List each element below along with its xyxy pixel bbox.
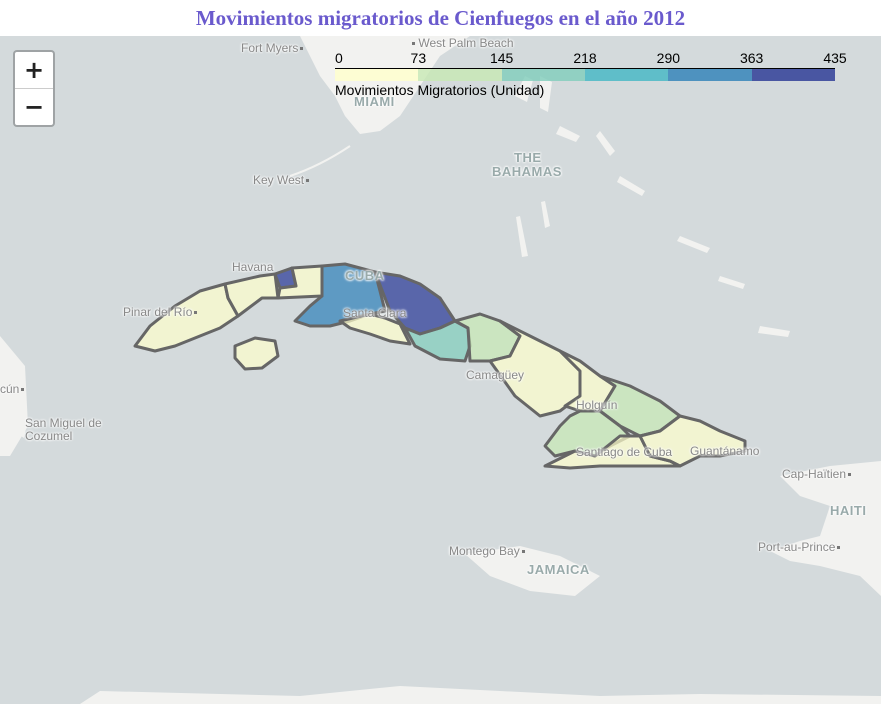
- legend-tick: 363: [739, 50, 764, 66]
- color-legend: 0 73 145 218 290 363 435 Movimientos Mig…: [335, 50, 847, 100]
- place-havana: Havana: [232, 260, 274, 274]
- place-miami: MIAMI: [354, 94, 395, 109]
- legend-tick: 0: [335, 50, 343, 66]
- place-santa-clara: Santa Clara: [343, 306, 407, 320]
- cuba-provinces: [133, 262, 747, 470]
- legend-tick: 73: [410, 50, 427, 66]
- land-yucatan: [0, 336, 28, 456]
- place-west-palm-beach: West Palm Beach: [410, 36, 514, 50]
- land-florida-keys: [289, 145, 351, 177]
- legend-tick: 145: [489, 50, 514, 66]
- place-jamaica: JAMAICA: [527, 562, 590, 577]
- place-san-miguel-line1: San Miguel de: [25, 416, 102, 430]
- land-hispaniola: [770, 461, 881, 596]
- province-camag-ey[interactable]: [488, 319, 582, 418]
- place-pinar-del-rio: Pinar del Río: [123, 305, 198, 319]
- place-the-bahamas-line2: BAHAMAS: [492, 164, 562, 179]
- zoom-in-button[interactable]: +: [23, 56, 45, 84]
- place-fort-myers: Fort Myers: [241, 41, 304, 55]
- legend-tick: 435: [823, 50, 847, 66]
- zoom-out-button[interactable]: −: [15, 88, 53, 125]
- legend-swatch-5: [751, 69, 835, 81]
- province-artemisa[interactable]: [223, 272, 280, 318]
- legend-tick: 290: [656, 50, 681, 66]
- place-san-miguel-line2: Cozumel: [25, 429, 73, 443]
- place-haiti: HAITI: [830, 503, 867, 518]
- province-cienfuegos[interactable]: [338, 312, 412, 346]
- zoom-control: + −: [13, 50, 55, 127]
- place-montego-bay: Montego Bay: [449, 544, 525, 558]
- legend-swatch-2: [501, 69, 585, 81]
- place-cap-haitien: Cap-Haïtien: [782, 467, 852, 481]
- place-camaguey: Camagüey: [466, 368, 525, 382]
- land-cozumel: [18, 424, 26, 438]
- place-key-west: Key West: [253, 173, 310, 187]
- place-the-bahamas-line1: THE: [514, 150, 542, 165]
- place-cancun: cún: [0, 382, 25, 396]
- legend-swatch-4: [668, 69, 752, 81]
- land-florida: [300, 36, 470, 134]
- legend-caption: Movimientos Migratorios (Unidad): [335, 82, 545, 98]
- map-title: Movimientos migratorios de Cienfuegos en…: [195, 6, 686, 30]
- place-port-au-prince: Port-au-Prince: [758, 540, 841, 554]
- legend-tick: 218: [573, 50, 597, 66]
- legend-swatch-1: [418, 69, 502, 81]
- province-guant-namo[interactable]: [638, 414, 747, 468]
- legend-color-bar: [335, 68, 835, 81]
- basemap: [0, 36, 881, 704]
- legend-swatch-3: [584, 69, 669, 81]
- map-canvas[interactable]: + − Fort Myers West Palm Beach MIAMI THE…: [0, 36, 881, 704]
- legend-swatch-0: [335, 69, 419, 81]
- title-bar: Movimientos migratorios de Cienfuegos en…: [0, 0, 881, 36]
- land-south-coast: [80, 686, 881, 704]
- province-isla-de-la-juventud[interactable]: [233, 336, 280, 371]
- place-holguin: Holguín: [576, 398, 618, 412]
- land-jamaica: [465, 546, 600, 596]
- place-santiago: Santiago de Cuba: [576, 445, 673, 459]
- place-guantanamo: Guantánamo: [690, 444, 760, 458]
- land-bahamas: [515, 76, 790, 337]
- place-cuba: CUBA: [345, 268, 385, 283]
